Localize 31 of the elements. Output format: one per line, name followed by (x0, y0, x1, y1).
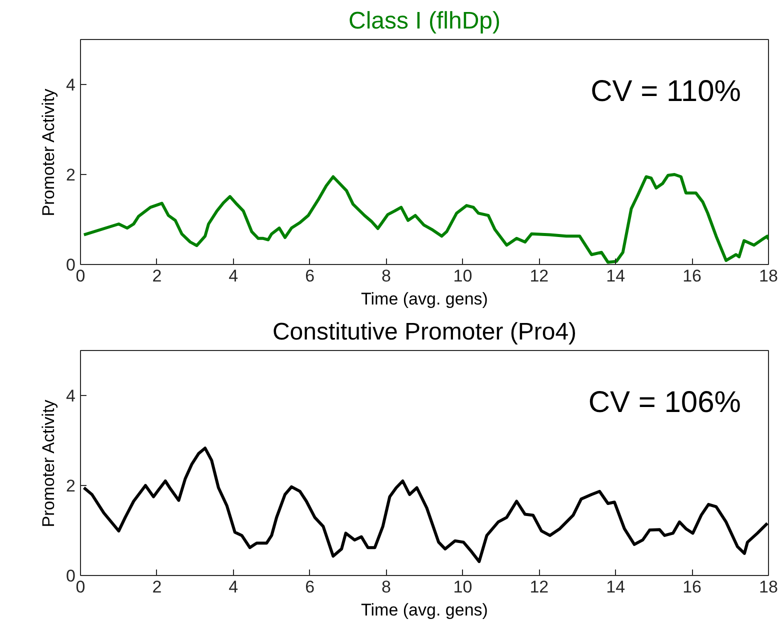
chart-title: Constitutive Promoter (Pro4) (272, 318, 577, 346)
x-tick-label: 4 (228, 578, 238, 596)
y-axis-title: Promoter Activity (39, 88, 58, 216)
annotation: CV = 106% (588, 386, 741, 419)
x-tick-label: 16 (682, 266, 702, 286)
x-tick-label: 18 (759, 578, 778, 596)
y-tick-label: 4 (66, 386, 76, 406)
x-tick-label: 18 (759, 266, 778, 286)
chart-title: Class I (flhDp) (348, 8, 501, 34)
x-tick-label: 12 (530, 266, 549, 286)
x-tick-label: 2 (152, 578, 162, 596)
annotation: CV = 110% (590, 74, 741, 108)
x-tick-label: 2 (152, 266, 162, 286)
y-axis-title: Promoter Activity (39, 399, 58, 528)
line-series (82, 446, 768, 564)
y-tick-label: 2 (66, 476, 76, 496)
x-tick-label: 10 (453, 266, 472, 286)
x-tick-label: 16 (682, 578, 702, 596)
x-tick-label: 10 (453, 578, 472, 596)
x-tick-label: 4 (228, 266, 238, 286)
x-axis-title: Time (avg. gens) (361, 290, 488, 308)
x-tick-label: 12 (530, 578, 549, 596)
y-tick-label: 2 (66, 166, 76, 184)
x-tick-label: 8 (382, 266, 392, 286)
x-axis-title: Time (avg. gens) (361, 600, 488, 620)
x-tick-label: 14 (606, 578, 626, 596)
x-tick-label: 14 (606, 266, 626, 286)
y-tick-label: 4 (66, 76, 76, 94)
x-tick-label: 8 (382, 578, 392, 596)
x-tick-label: 6 (305, 578, 315, 596)
x-tick-label: 6 (305, 266, 315, 286)
